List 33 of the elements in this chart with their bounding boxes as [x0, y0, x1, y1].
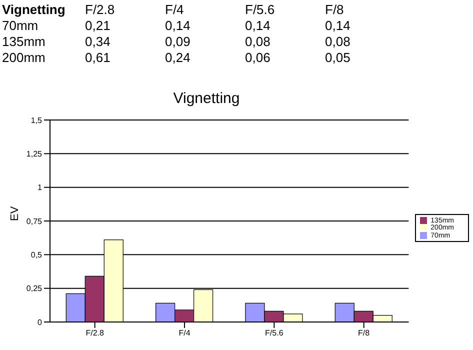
text: 200mm	[2, 50, 46, 65]
data-label: 0,05	[325, 50, 350, 65]
data-label: 0,14	[245, 18, 270, 33]
data-label: 0,14	[325, 18, 350, 33]
text: Vignetting	[2, 2, 66, 17]
category-label: F/8	[325, 2, 344, 17]
y-tick-label: 1	[38, 183, 43, 192]
data-label: 0,14	[165, 18, 190, 33]
x-tick-label: F/5.6	[265, 328, 284, 338]
chart-title: Vignetting	[172, 90, 241, 107]
data-label: 0,21	[85, 18, 110, 33]
x-tick-label: F/2.8	[86, 328, 104, 338]
y-tick-label: 0	[38, 318, 43, 327]
text: 70mm	[2, 18, 38, 33]
data-label: 0,08	[245, 34, 270, 49]
data-label: 0,06	[245, 50, 270, 65]
category-label: F/4	[165, 2, 184, 17]
y-axis-title: EV	[8, 206, 21, 221]
category-label: F/5.6	[245, 2, 275, 17]
x-tick-label: F/8	[358, 328, 370, 338]
data-label: 0,24	[165, 50, 190, 65]
y-tick-label: 0,5	[30, 250, 43, 260]
data-label: 0,34	[85, 34, 110, 49]
data-label: 0,09	[165, 34, 190, 49]
category-label: F/2.8	[85, 2, 115, 17]
data-label: 0,08	[325, 34, 350, 49]
x-tick-label: F/4	[178, 328, 191, 338]
y-tick-label: 0,25	[26, 284, 43, 294]
data-label: 0,61	[85, 50, 110, 65]
y-tick-label: 1,25	[26, 150, 43, 159]
text: 135mm	[2, 34, 46, 49]
y-tick-label: 1,5	[30, 116, 43, 125]
y-tick-label: 0,75	[26, 216, 43, 226]
